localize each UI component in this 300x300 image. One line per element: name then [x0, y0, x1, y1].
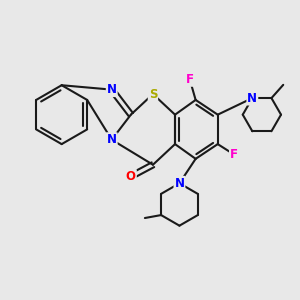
Text: N: N	[174, 177, 184, 190]
Text: S: S	[149, 88, 157, 100]
Text: N: N	[107, 83, 117, 96]
Text: O: O	[126, 170, 136, 183]
Text: N: N	[247, 92, 257, 105]
Text: F: F	[230, 148, 238, 161]
Text: N: N	[107, 133, 117, 146]
Text: F: F	[186, 73, 194, 86]
